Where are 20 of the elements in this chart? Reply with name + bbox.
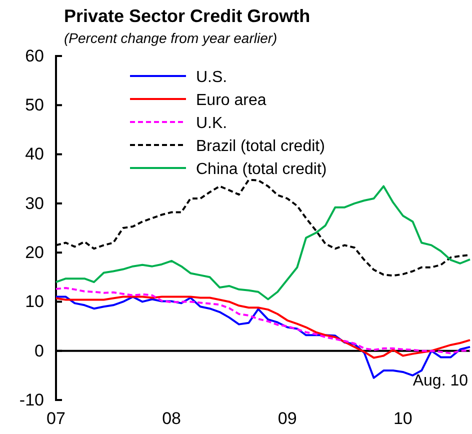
y-tick-label: 60 xyxy=(25,46,44,66)
legend-label: Brazil (total credit) xyxy=(196,138,325,155)
annotation: Aug. 10 xyxy=(412,372,468,390)
y-tick-label: 50 xyxy=(25,96,44,115)
x-tick-label: 08 xyxy=(162,409,181,428)
legend-label: U.K. xyxy=(196,115,228,132)
x-tick-label: 10 xyxy=(393,409,412,428)
legend-label: U.S. xyxy=(196,69,228,86)
chart-subtitle: (Percent change from year earlier) xyxy=(64,30,278,46)
legend-label: China (total credit) xyxy=(196,161,327,178)
y-tick-label: 0 xyxy=(34,341,44,360)
y-tick-label: 10 xyxy=(25,292,44,312)
y-tick-label: 20 xyxy=(25,243,44,262)
y-tick-label: 30 xyxy=(25,194,44,213)
legend-label: Euro area xyxy=(196,92,266,109)
y-tick-label: -10 xyxy=(19,390,44,410)
x-tick-label: 07 xyxy=(46,409,66,428)
y-tick-label: 40 xyxy=(25,144,44,164)
x-tick-label: 09 xyxy=(278,409,297,428)
chart-title: Private Sector Credit Growth xyxy=(64,6,310,26)
